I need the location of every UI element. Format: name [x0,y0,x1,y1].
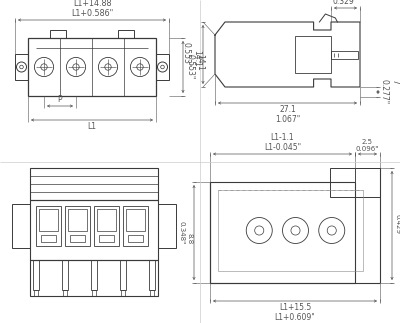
Bar [218,190,363,271]
Bar [158,204,176,248]
Bar [121,290,125,296]
Bar [123,206,148,246]
Bar [150,290,154,296]
Bar [295,36,331,73]
Bar [330,168,380,197]
Text: 8.8
0.348": 8.8 0.348" [179,221,192,244]
Text: 14.1
0.553": 14.1 0.553" [185,54,204,80]
Bar [70,235,85,242]
Text: L1: L1 [88,122,96,131]
Text: 14.1
0.553": 14.1 0.553" [182,42,201,67]
Text: L1+14.88
L1+0.586": L1+14.88 L1+0.586" [71,0,113,18]
Bar [126,209,145,231]
Bar [50,30,66,38]
Text: L1+15.5
L1+0.609": L1+15.5 L1+0.609" [275,303,315,322]
Bar [331,50,358,58]
Bar [65,206,90,246]
Text: L1-1.1
L1-0.045": L1-1.1 L1-0.045" [264,133,301,152]
Text: 7
0.277": 7 0.277" [380,79,399,105]
Bar [92,290,96,296]
Bar [15,54,28,80]
Bar [30,200,158,260]
Bar [36,206,61,246]
Bar [149,260,155,290]
Bar [63,290,67,296]
Bar [210,182,355,283]
Bar [120,260,126,290]
Bar [94,206,119,246]
Text: 8.4
0.329": 8.4 0.329" [333,0,358,6]
Bar [128,235,143,242]
Text: P: P [58,95,62,104]
Bar [28,38,156,96]
Bar [41,235,56,242]
Bar [30,168,158,200]
Bar [97,209,116,231]
Bar [12,204,30,248]
Text: 27.1
1.067": 27.1 1.067" [275,105,300,124]
Bar [33,260,39,290]
Bar [118,30,134,38]
Bar [68,209,87,231]
Bar [34,290,38,296]
Bar [30,260,158,296]
Text: 2.5
0.096": 2.5 0.096" [356,139,379,152]
Bar [91,260,97,290]
Bar [62,260,68,290]
Bar [99,235,114,242]
Text: 10.9
0.429": 10.9 0.429" [394,214,400,237]
Bar [39,209,58,231]
Bar [156,54,169,80]
